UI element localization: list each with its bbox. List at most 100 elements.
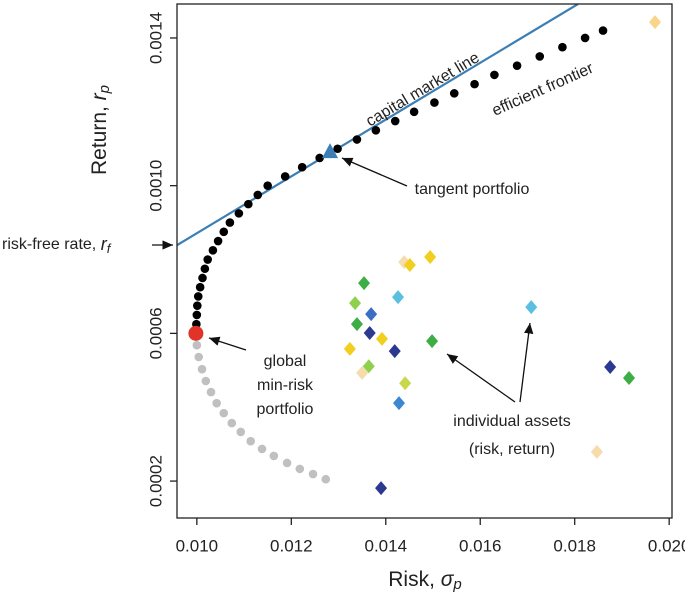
risk-free-label: risk-free rate, rf <box>2 234 112 257</box>
min-risk-label: min-risk <box>257 377 314 394</box>
point <box>356 365 369 380</box>
point <box>362 359 375 374</box>
point <box>234 209 244 218</box>
point <box>365 307 378 322</box>
assets-label: (risk, return) <box>469 441 555 458</box>
point <box>343 341 356 356</box>
x-tick-label: 0.020 <box>648 536 685 555</box>
arrow <box>341 157 408 187</box>
point <box>227 418 237 428</box>
point <box>219 227 229 237</box>
plot-area <box>177 4 661 496</box>
point <box>350 317 363 332</box>
point <box>225 218 235 227</box>
point <box>192 340 202 350</box>
point <box>623 371 636 386</box>
point <box>308 469 318 479</box>
point <box>263 181 272 190</box>
point <box>333 144 342 154</box>
point <box>212 398 221 408</box>
point <box>388 344 401 359</box>
point <box>403 258 416 273</box>
cml-label: capital market line <box>363 49 482 130</box>
point <box>349 296 362 311</box>
point <box>399 376 412 391</box>
y-axis-label: Return, rp <box>88 85 113 175</box>
point <box>282 458 292 468</box>
point <box>208 245 218 255</box>
point <box>358 276 371 291</box>
point <box>449 89 459 98</box>
point <box>236 427 246 437</box>
assets-label: individual assets <box>453 413 570 430</box>
x-tick-label: 0.014 <box>364 536 407 555</box>
x-tick-label: 0.012 <box>270 536 313 555</box>
point <box>203 255 213 264</box>
point <box>322 143 339 159</box>
point <box>253 190 263 200</box>
point <box>194 352 204 362</box>
point <box>598 26 608 35</box>
point <box>375 331 388 346</box>
x-axis-label: Risk, σp <box>388 568 462 593</box>
point <box>558 42 567 52</box>
frontier-label: efficient frontier <box>490 60 597 120</box>
arrow <box>446 353 516 403</box>
point <box>430 98 439 107</box>
tangent-label: tangent portfolio <box>415 181 530 198</box>
point <box>525 300 538 315</box>
point <box>409 107 419 117</box>
y-tick-label: 0.0002 <box>146 455 165 507</box>
point <box>200 264 210 274</box>
point <box>195 282 205 292</box>
x-tick-label: 0.018 <box>553 536 596 555</box>
point <box>206 387 216 397</box>
point <box>193 301 202 310</box>
point <box>219 408 229 418</box>
point <box>512 61 522 70</box>
x-tick-label: 0.016 <box>459 536 502 555</box>
y-tick-label: 0.0006 <box>146 307 165 359</box>
point <box>424 249 437 264</box>
point <box>352 135 362 144</box>
point <box>648 15 661 30</box>
point <box>390 116 400 126</box>
arrow <box>519 322 534 403</box>
y-tick-label: 0.0014 <box>146 12 165 64</box>
point <box>535 52 545 61</box>
min-risk-label: portfolio <box>257 401 314 418</box>
point <box>321 474 331 484</box>
point <box>590 444 603 459</box>
point <box>246 436 255 446</box>
point <box>580 33 590 43</box>
line <box>177 4 579 247</box>
x-tick-label: 0.010 <box>176 536 219 555</box>
point <box>198 273 207 283</box>
point <box>297 162 307 172</box>
point <box>192 310 202 320</box>
point <box>213 236 223 246</box>
arrow <box>208 336 247 351</box>
point <box>426 334 439 349</box>
point <box>244 199 253 209</box>
plot-border <box>176 3 673 519</box>
point <box>392 396 405 411</box>
point <box>363 326 376 341</box>
point <box>490 70 499 80</box>
point <box>295 464 305 474</box>
point <box>188 325 204 341</box>
point <box>470 79 479 89</box>
point <box>269 451 279 461</box>
point <box>280 172 290 181</box>
point <box>201 376 211 386</box>
point <box>197 364 207 374</box>
min-risk-label: global <box>264 353 307 370</box>
point <box>375 481 388 496</box>
point <box>371 125 381 135</box>
point <box>392 290 405 305</box>
point <box>193 292 203 301</box>
point <box>257 444 267 454</box>
y-tick-label: 0.0010 <box>146 160 165 212</box>
point <box>604 359 617 374</box>
